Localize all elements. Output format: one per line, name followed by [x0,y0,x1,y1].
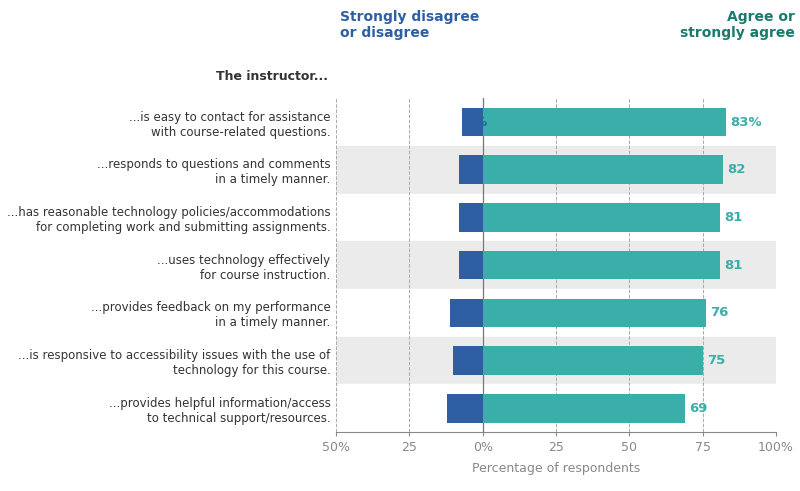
Bar [336,289,776,337]
Text: 8: 8 [462,259,471,272]
Text: 12: 12 [450,402,469,415]
Text: 69: 69 [690,402,708,415]
Bar [336,146,776,193]
Bar [482,156,723,184]
Bar [336,241,776,289]
Text: 11: 11 [454,306,471,319]
Text: 82: 82 [728,163,746,176]
Text: 81: 81 [725,259,743,272]
Text: 76: 76 [710,306,728,319]
Text: 83%: 83% [730,115,762,129]
Bar [482,394,685,423]
Bar [336,193,776,241]
Text: 75: 75 [707,354,726,367]
Text: 10: 10 [456,354,474,367]
Text: The instructor...: The instructor... [216,71,328,83]
Text: 7%: 7% [465,115,487,129]
Bar [459,156,482,184]
Bar [336,384,776,432]
Bar [482,299,706,327]
Bar [459,251,482,279]
Bar [447,394,482,423]
Text: Agree or
strongly agree: Agree or strongly agree [681,10,795,40]
Bar [482,251,720,279]
Bar [336,98,776,146]
Bar [462,108,482,136]
Bar [454,346,482,375]
Bar [450,299,482,327]
Text: 8: 8 [462,163,471,176]
Text: Strongly disagree
or disagree: Strongly disagree or disagree [340,10,479,40]
Bar [336,337,776,384]
Bar [482,203,720,232]
Bar [459,203,482,232]
Text: 8: 8 [462,211,471,224]
Bar [482,346,702,375]
Text: 81: 81 [725,211,743,224]
Bar [482,108,726,136]
X-axis label: Percentage of respondents: Percentage of respondents [472,463,640,475]
